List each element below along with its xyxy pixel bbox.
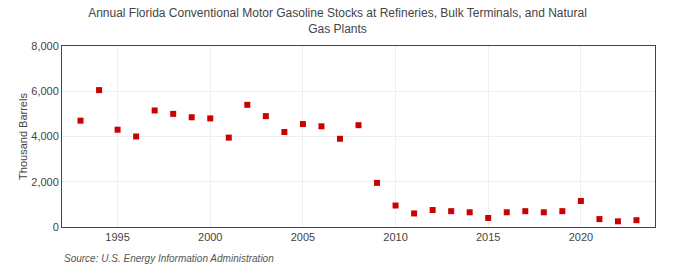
svg-text:2020: 2020 <box>569 231 593 243</box>
svg-text:2015: 2015 <box>476 231 500 243</box>
svg-text:2,000: 2,000 <box>31 176 59 188</box>
svg-text:4,000: 4,000 <box>31 130 59 142</box>
svg-text:1995: 1995 <box>105 231 129 243</box>
svg-text:2005: 2005 <box>291 231 315 243</box>
svg-text:2010: 2010 <box>383 231 407 243</box>
svg-text:Source: U.S. Energy Informatio: Source: U.S. Energy Information Administ… <box>64 253 274 264</box>
svg-text:Annual Florida Conventional Mo: Annual Florida Conventional Motor Gasoli… <box>88 6 587 36</box>
svg-text:6,000: 6,000 <box>31 85 59 97</box>
svg-text:Thousand Barrels: Thousand Barrels <box>17 93 29 180</box>
svg-text:0: 0 <box>53 221 59 233</box>
svg-text:8,000: 8,000 <box>31 40 59 52</box>
svg-text:2000: 2000 <box>198 231 222 243</box>
